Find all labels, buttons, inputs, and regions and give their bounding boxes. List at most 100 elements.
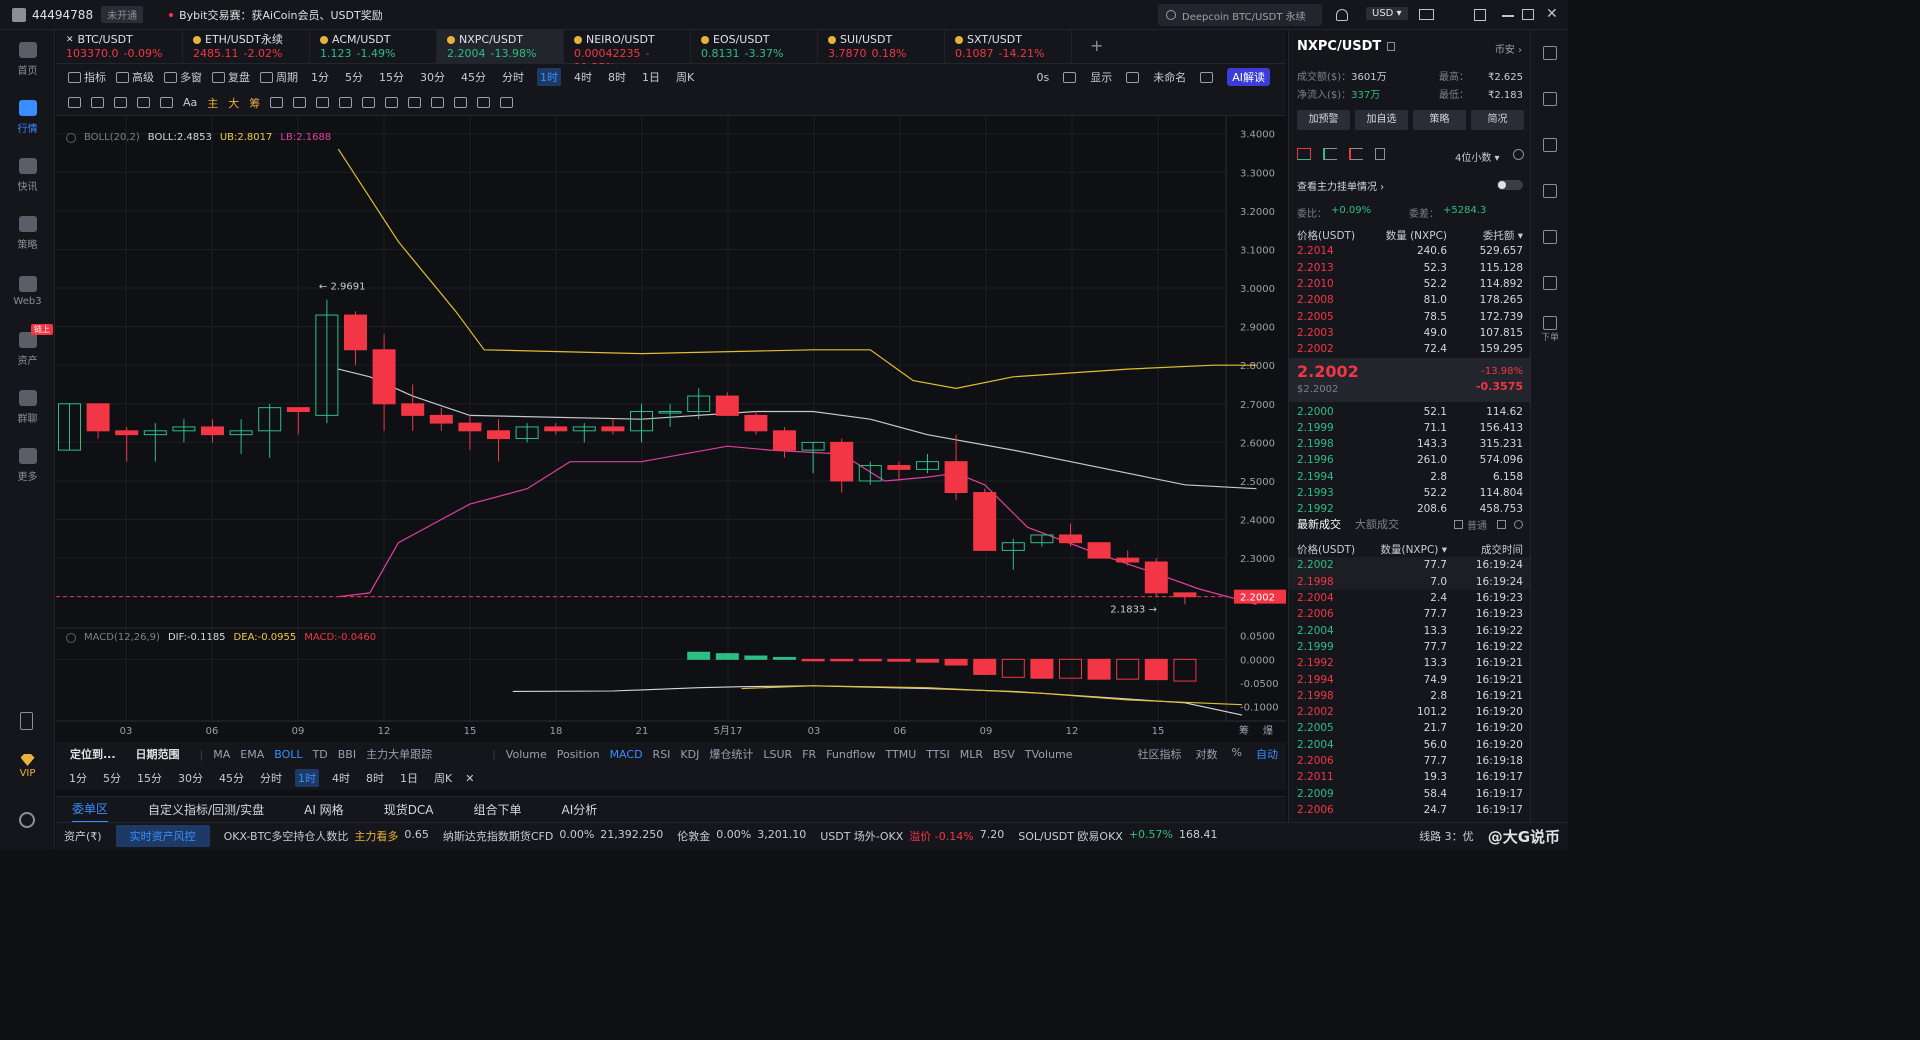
line-tool-icon[interactable] <box>68 97 81 108</box>
timeframe-0[interactable]: 1分 <box>311 71 329 84</box>
bottom-timeframe-5[interactable]: 分时 <box>260 772 282 785</box>
flag-icon[interactable] <box>1375 148 1385 160</box>
connection-line[interactable]: 线路 3：优 <box>1419 830 1474 843</box>
status-item-4[interactable]: SOL/USDT 欧易OKX +0.57% 168.41 <box>1018 828 1217 844</box>
trash-tool-icon[interactable] <box>500 97 514 108</box>
ticker-tab[interactable]: ACM/USDT 1.123 -1.49% <box>310 30 437 64</box>
boll-legend[interactable]: BOLL(20,2) BOLL:2.4853 UB:2.8017 LB:2.16… <box>66 132 331 143</box>
orderbook-row[interactable]: 2.2013 52.3 115.128 <box>1289 260 1531 276</box>
minimize-icon[interactable] <box>1502 15 1514 17</box>
main-orders-link[interactable]: 查看主力挂单情况 › <box>1297 182 1385 193</box>
user-id[interactable]: 44494788 <box>32 7 94 22</box>
toolbar-item-3[interactable]: 复盘 <box>212 69 250 85</box>
panel-tab-0[interactable]: 委单区 <box>72 796 109 823</box>
bottom-timeframe-10[interactable]: 周K <box>434 772 453 785</box>
vip-button[interactable]: VIP <box>0 754 55 779</box>
timeframe-3[interactable]: 30分 <box>420 71 445 84</box>
nav-item-0[interactable]: 首页 <box>0 30 55 88</box>
sub-indicator-10[interactable]: TTSI <box>926 747 950 761</box>
side-tool-2[interactable] <box>1531 122 1569 168</box>
tool-label-0[interactable]: Aa <box>183 96 198 109</box>
user-icon[interactable] <box>12 7 26 22</box>
timeframe-5[interactable]: 分时 <box>502 71 524 84</box>
sub-indicator-2[interactable]: MACD <box>609 747 643 761</box>
toolbar-item-2[interactable]: 多窗 <box>164 69 202 85</box>
sub-indicator-7[interactable]: FR <box>802 747 817 761</box>
toolbar-right-1[interactable]: 显示 <box>1090 71 1113 84</box>
timeframe-8[interactable]: 8时 <box>608 71 626 84</box>
trade-row[interactable]: 2.1992 13.3 16:19:21 <box>1289 655 1531 671</box>
orderbook-row[interactable]: 2.2000 52.1 114.62 <box>1289 403 1531 419</box>
candlestick-chart[interactable]: 3.4000 3.3000 3.2000 3.1000 3.0000 2.9000 2.80… <box>56 116 1286 740</box>
bottom-right-2[interactable]: % <box>1231 746 1242 759</box>
toolbar-right-2[interactable]: 未命名 <box>1153 71 1187 84</box>
shape-tool-icon[interactable] <box>408 97 422 108</box>
bottom-timeframe-2[interactable]: 15分 <box>137 772 162 785</box>
trade-row[interactable]: 2.1999 77.7 16:19:22 <box>1289 639 1531 655</box>
panel-tab-5[interactable]: AI分析 <box>561 803 598 817</box>
ruler-tool-icon[interactable] <box>339 97 353 108</box>
settings-icon[interactable] <box>19 812 35 828</box>
sub-indicator-0[interactable]: Volume <box>505 747 547 761</box>
clear-timeframe-icon[interactable]: ✕ <box>465 771 475 785</box>
toolbar-right-icon[interactable] <box>1063 71 1077 83</box>
side-tool-1[interactable] <box>1531 76 1569 122</box>
trade-row[interactable]: 2.2011 19.3 16:19:17 <box>1289 769 1531 785</box>
layout-asks-icon[interactable] <box>1349 148 1363 160</box>
bottom-timeframe-7[interactable]: 4时 <box>332 772 350 785</box>
decimals-select[interactable]: 4位小数 ▾ <box>1455 153 1500 164</box>
tool-label-2[interactable]: 大 <box>228 96 240 110</box>
main-indicator-3[interactable]: TD <box>312 747 328 761</box>
side-tool-4[interactable] <box>1531 214 1569 260</box>
timeframe-2[interactable]: 15分 <box>379 71 404 84</box>
tool-label-3[interactable]: 筹 <box>249 96 261 110</box>
trade-row[interactable]: 2.1998 2.8 16:19:21 <box>1289 688 1531 704</box>
ticker-tab[interactable]: SXT/USDT 0.1087 -14.21% <box>945 30 1072 64</box>
bottom-timeframe-6[interactable]: 1时 <box>295 769 319 787</box>
collapse-icon[interactable] <box>66 132 76 143</box>
trade-row[interactable]: 2.2004 56.0 16:19:20 <box>1289 737 1531 753</box>
panel-button-3[interactable]: 简况 <box>1471 110 1524 130</box>
toolbar-item-0[interactable]: 指标 <box>68 69 106 85</box>
currency-select[interactable]: USD ▾ <box>1366 7 1408 20</box>
orderbook-row[interactable]: 2.1998 143.3 315.231 <box>1289 436 1531 452</box>
sub-indicator-8[interactable]: Fundflow <box>826 747 876 761</box>
maximize-icon[interactable] <box>1522 9 1534 20</box>
main-indicator-1[interactable]: EMA <box>240 747 265 761</box>
bottom-left-1[interactable]: 日期范围 <box>135 748 180 761</box>
panel-tab-4[interactable]: 组合下单 <box>473 803 522 817</box>
main-indicator-4[interactable]: BBI <box>337 747 357 761</box>
search-box[interactable]: Deepcoin BTC/USDT 永续 <box>1158 4 1322 26</box>
sub-indicator-5[interactable]: 爆仓统计 <box>709 748 754 761</box>
orderbook-row[interactable]: 2.1993 52.2 114.804 <box>1289 485 1531 501</box>
orderbook-row[interactable]: 2.1999 71.1 156.413 <box>1289 420 1531 436</box>
orderbook-row[interactable]: 2.1994 2.8 6.158 <box>1289 469 1531 485</box>
nav-item-4[interactable]: Web3 <box>0 262 55 320</box>
sub-indicator-12[interactable]: BSV <box>993 747 1015 761</box>
trade-row[interactable]: 2.2002 101.2 16:19:20 <box>1289 704 1531 720</box>
timeframe-10[interactable]: 周K <box>676 71 695 84</box>
orderbook-row[interactable]: 2.2003 49.0 107.815 <box>1289 325 1531 341</box>
sub-indicator-9[interactable]: TTMU <box>885 747 917 761</box>
normal-checkbox[interactable] <box>1454 519 1463 529</box>
trade-row[interactable]: 2.2002 77.7 16:19:24 <box>1289 557 1531 574</box>
main-orders-toggle[interactable] <box>1497 180 1523 190</box>
nav-item-6[interactable]: 群聊 <box>0 378 55 436</box>
exchange-link[interactable]: 币安 › <box>1494 45 1522 56</box>
bottom-timeframe-1[interactable]: 5分 <box>103 772 121 785</box>
status-item-1[interactable]: 纳斯达克指数期货CFD 0.00% 21,392.250 <box>443 828 663 844</box>
panel-button-2[interactable]: 策略 <box>1413 110 1466 130</box>
main-indicator-5[interactable]: 主力大单跟踪 <box>366 748 433 761</box>
layout-both-icon[interactable] <box>1297 148 1311 160</box>
nav-item-3[interactable]: 策略 <box>0 204 55 262</box>
main-indicator-2[interactable]: BOLL <box>274 747 303 761</box>
tab-latest-trades[interactable]: 最新成交 <box>1297 518 1341 531</box>
sub-indicator-1[interactable]: Position <box>556 747 600 761</box>
panel-button-0[interactable]: 加预警 <box>1297 110 1350 130</box>
ticker-tab[interactable]: ✕ BTC/USDT 103370.0 -0.09% <box>56 30 183 64</box>
collapse-icon-macd[interactable] <box>66 632 76 643</box>
trade-row[interactable]: 2.1998 7.0 16:19:24 <box>1289 573 1531 590</box>
orderbook-row[interactable]: 2.1992 208.6 458.753 <box>1289 501 1531 517</box>
asset-label[interactable]: 资产(₹) <box>64 830 102 843</box>
brush-tool-icon[interactable] <box>454 97 468 108</box>
